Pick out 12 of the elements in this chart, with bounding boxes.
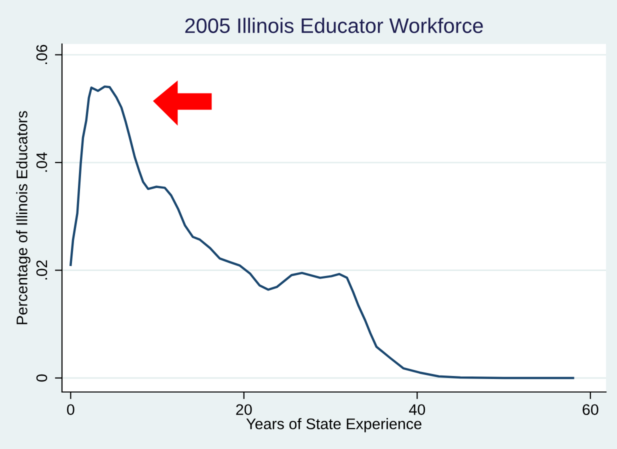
- y-axis-title: Percentage of Illinois Educators: [16, 111, 30, 324]
- y-tick-label: 0: [36, 374, 48, 382]
- y-tick-label: .02: [36, 260, 48, 280]
- x-tick-label: 60: [582, 404, 598, 416]
- y-tick-label: .06: [36, 44, 48, 64]
- y-tick-label: .04: [36, 152, 48, 172]
- x-tick-label: 40: [409, 404, 426, 416]
- x-axis-title: Years of State Experience: [246, 418, 422, 432]
- x-tick-label: 0: [67, 404, 74, 416]
- line-series: [70, 85, 574, 380]
- x-tick-label: 20: [236, 404, 252, 416]
- chart-title: 2005 Illinois Educator Workforce: [185, 18, 483, 34]
